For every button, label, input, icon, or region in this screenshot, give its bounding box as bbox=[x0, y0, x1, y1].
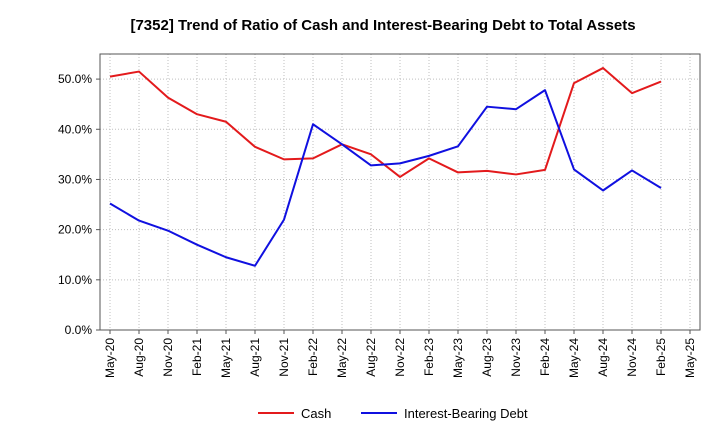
y-tick-label: 30.0% bbox=[58, 172, 92, 186]
x-tick-label: Aug-21 bbox=[248, 338, 262, 377]
x-tick-label: Feb-22 bbox=[306, 338, 320, 376]
chart-title: [7352] Trend of Ratio of Cash and Intere… bbox=[130, 17, 635, 34]
x-tick-label: Aug-22 bbox=[364, 338, 378, 377]
legend-label-1: Interest-Bearing Debt bbox=[404, 406, 528, 421]
x-tick-label: Nov-23 bbox=[509, 338, 523, 377]
x-tick-label: Nov-20 bbox=[161, 338, 175, 377]
legend: Cash Interest-Bearing Debt bbox=[258, 406, 528, 421]
x-tick-label: Aug-20 bbox=[132, 338, 146, 377]
grid bbox=[100, 54, 700, 330]
x-tick-label: May-21 bbox=[219, 338, 233, 378]
x-tick-label: Feb-25 bbox=[654, 338, 668, 376]
x-tick-label: May-23 bbox=[451, 338, 465, 378]
series-line-0 bbox=[109, 67, 662, 178]
series bbox=[109, 67, 662, 267]
x-tick-label: May-20 bbox=[103, 338, 117, 378]
series-line-1 bbox=[109, 89, 662, 267]
y-tick-label: 10.0% bbox=[58, 273, 92, 287]
x-tick-label: Aug-23 bbox=[480, 338, 494, 377]
x-tick-label: Nov-24 bbox=[625, 338, 639, 377]
x-tick-label: Feb-24 bbox=[538, 338, 552, 376]
x-tick-label: Nov-21 bbox=[277, 338, 291, 377]
x-tick-label: Aug-24 bbox=[596, 338, 610, 377]
axes: 0.0% 10.0% 20.0% 30.0% 40.0% 50.0% May-20 Aug-2… bbox=[58, 53, 701, 378]
legend-label-0: Cash bbox=[301, 406, 331, 421]
y-tick-label: 40.0% bbox=[58, 122, 92, 136]
x-tick-label: Feb-23 bbox=[422, 338, 436, 376]
x-tick-label: May-25 bbox=[683, 338, 697, 378]
x-tick-label: Feb-21 bbox=[190, 338, 204, 376]
x-tick-label: May-22 bbox=[335, 338, 349, 378]
x-tick-label: May-24 bbox=[567, 338, 581, 378]
x-tick-label: Nov-22 bbox=[393, 338, 407, 377]
plot-frame bbox=[99, 53, 701, 331]
y-tick-label: 50.0% bbox=[58, 72, 92, 86]
y-tick-label: 20.0% bbox=[58, 223, 92, 237]
y-tick-label: 0.0% bbox=[65, 323, 93, 337]
